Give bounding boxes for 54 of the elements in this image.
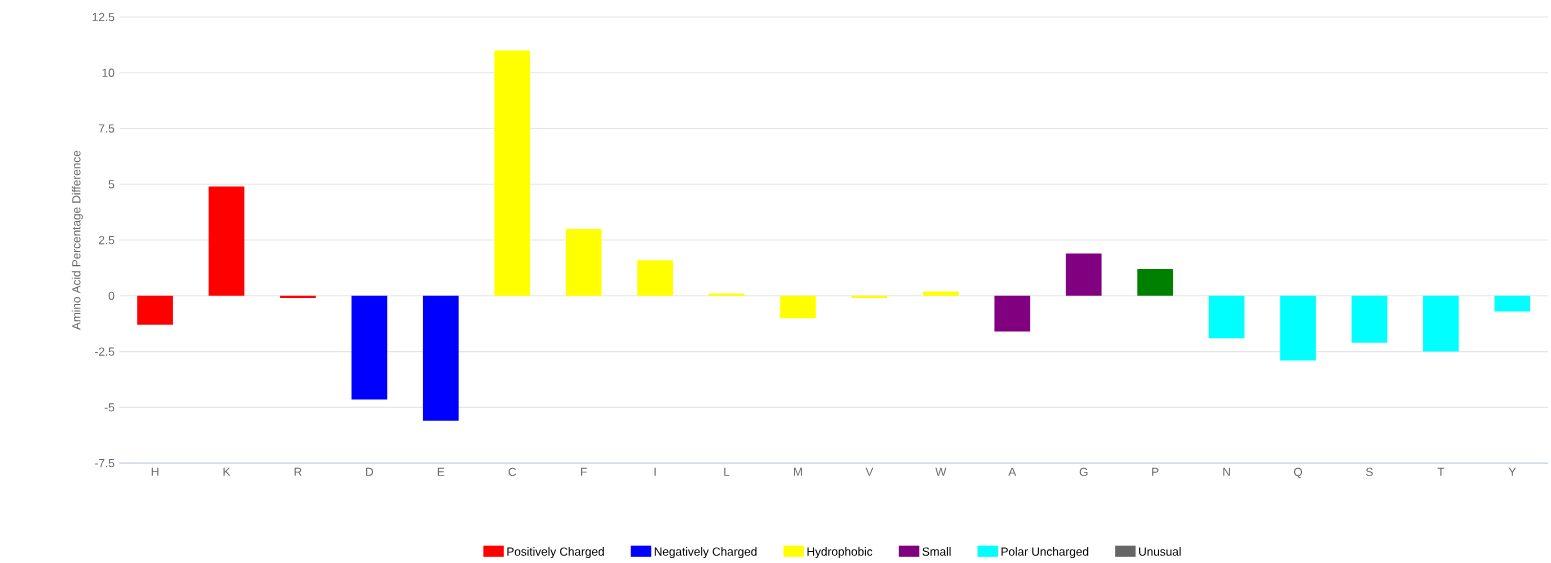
y-axis-title: Amino Acid Percentage Difference [71,150,83,330]
legend-label: Negatively Charged [654,547,757,558]
bar [1208,295,1245,339]
legend-label: Unusual [1139,547,1181,556]
bar [1494,295,1531,312]
bar [922,291,959,296]
legend-label: Positively Charged [507,547,604,558]
bar [1137,268,1174,296]
x-tick-label: G [1079,467,1088,477]
x-tick-label: V [865,467,874,476]
y-tick-label: 2.5 [98,235,115,245]
x-tick-label: R [294,467,302,476]
x-tick-label: H [151,467,159,476]
bar [637,260,673,296]
bar [565,228,602,296]
x-tick-label: M [794,467,802,476]
x-tick-label: L [724,467,730,476]
y-tick-label: 10 [102,68,115,77]
y-tick-label: -7.5 [94,458,115,468]
x-tick-label: T [1437,467,1445,476]
bar [422,295,459,421]
bar [351,295,388,400]
x-tick-label: I [654,467,656,476]
x-tick-label: A [1008,467,1017,476]
x-tick-label: N [1223,467,1230,476]
x-tick-label: S [1366,467,1373,477]
legend-label: Polar Uncharged [1001,547,1089,558]
bar [994,295,1031,332]
x-tick-label: F [581,467,587,476]
x-tick-label: E [437,467,445,476]
bar [780,295,816,319]
bar [1065,253,1102,296]
bar [208,186,245,296]
x-tick-label: C [508,467,517,477]
bar [1280,295,1316,361]
bar [1351,295,1388,343]
x-tick-label: D [366,467,374,476]
bar [1423,295,1459,352]
x-tick-label: W [935,467,947,476]
x-tick-label: Y [1508,467,1516,476]
x-tick-label: Q [1294,467,1303,479]
legend-label: Hydrophobic [807,547,873,558]
bar [280,295,316,298]
y-tick-label: 7.5 [98,124,115,133]
y-tick-label: 0 [108,291,115,300]
bar [137,295,173,325]
y-tick-label: 12.5 [92,12,115,22]
y-tick-label: -5 [104,403,115,412]
bar [494,50,531,296]
y-tick-label: 5 [108,180,115,189]
x-tick-label: P [1152,467,1159,476]
x-tick-label: K [223,467,231,476]
legend-label: Small [922,547,951,556]
y-tick-label: -2.5 [94,347,115,356]
